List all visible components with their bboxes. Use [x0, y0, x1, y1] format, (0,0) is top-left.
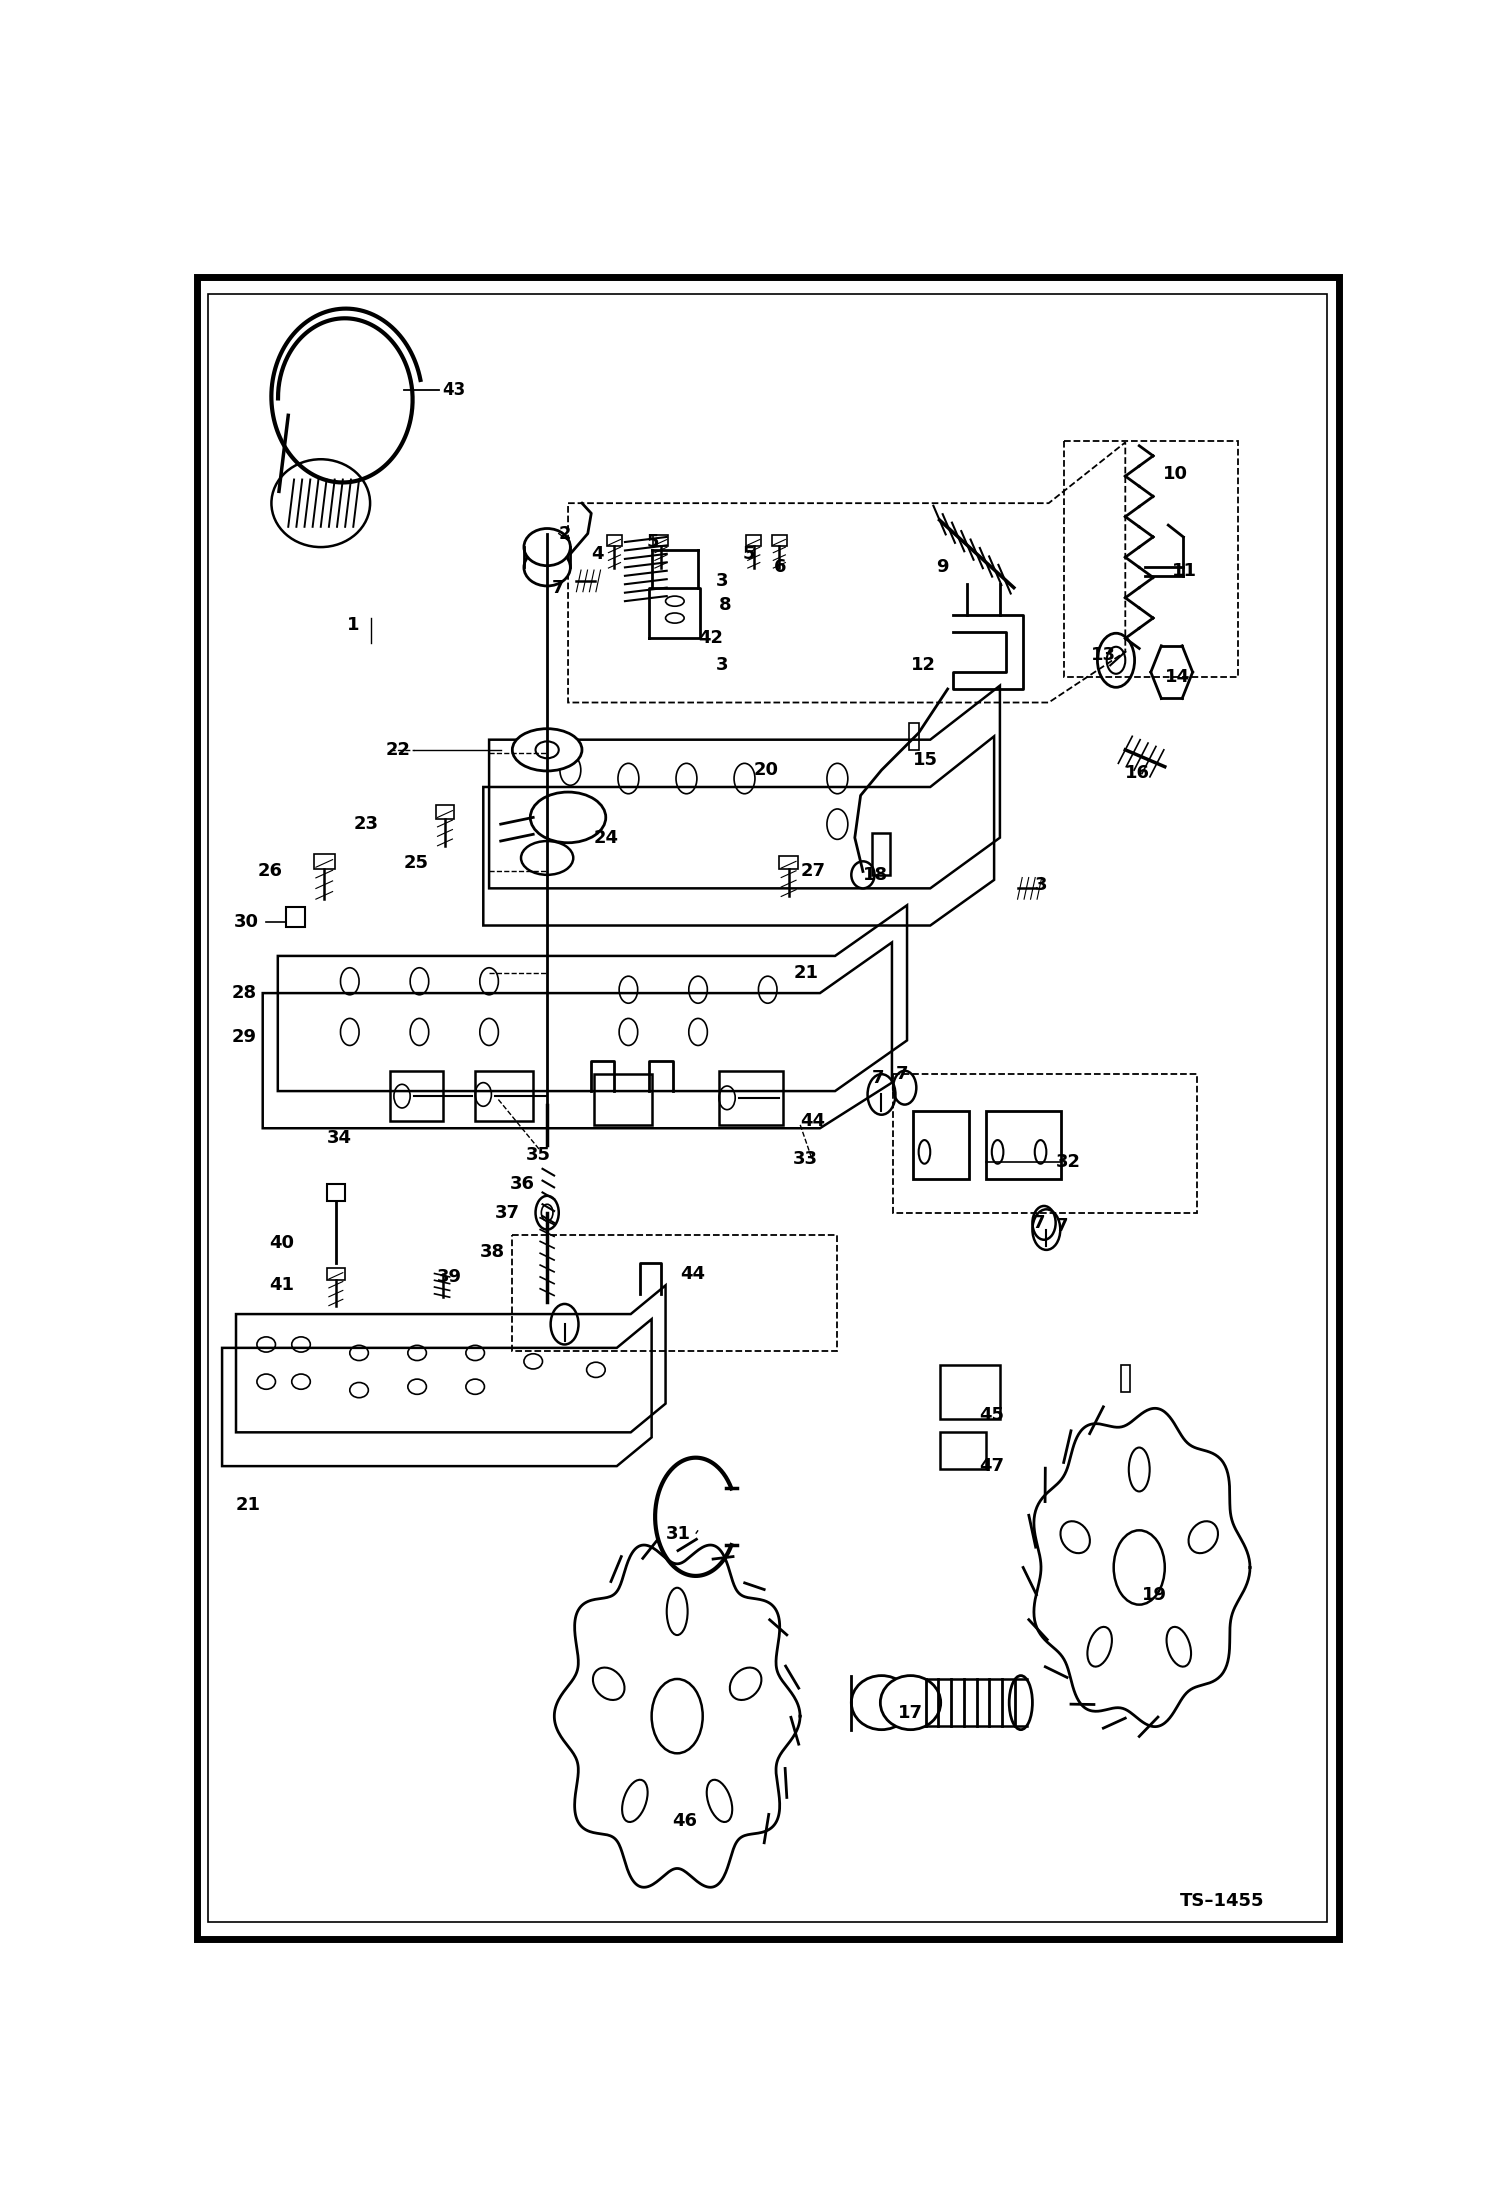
- Bar: [475, 1071, 533, 1121]
- Text: 43: 43: [443, 382, 466, 399]
- Text: 44: 44: [800, 1112, 825, 1130]
- Text: 28: 28: [232, 985, 258, 1003]
- Text: 3: 3: [1035, 875, 1047, 893]
- Bar: [327, 1268, 345, 1281]
- Text: 29: 29: [232, 1029, 258, 1047]
- Text: 4: 4: [592, 544, 604, 564]
- Text: 17: 17: [897, 1705, 923, 1722]
- Ellipse shape: [851, 862, 875, 889]
- Text: 21: 21: [237, 1496, 261, 1514]
- Ellipse shape: [881, 1676, 941, 1729]
- Bar: [912, 1112, 969, 1178]
- Bar: [593, 1075, 652, 1126]
- Bar: [327, 1185, 345, 1200]
- Text: 41: 41: [270, 1277, 294, 1294]
- Text: 20: 20: [753, 761, 779, 779]
- Bar: [1121, 1365, 1129, 1391]
- Ellipse shape: [524, 529, 571, 566]
- Text: 27: 27: [800, 862, 825, 880]
- Bar: [746, 535, 761, 546]
- Text: 35: 35: [526, 1145, 551, 1165]
- Text: 8: 8: [719, 595, 731, 614]
- Bar: [939, 1433, 986, 1470]
- Ellipse shape: [1010, 1676, 1032, 1729]
- Text: 45: 45: [980, 1406, 1004, 1424]
- Text: 19: 19: [1141, 1586, 1167, 1604]
- Text: 16: 16: [1125, 764, 1150, 783]
- Ellipse shape: [512, 728, 581, 770]
- Bar: [436, 805, 454, 818]
- Text: 44: 44: [680, 1264, 706, 1283]
- Text: 10: 10: [1162, 465, 1188, 483]
- Text: 46: 46: [673, 1812, 698, 1830]
- Text: 9: 9: [936, 557, 948, 577]
- Text: 7: 7: [872, 1068, 885, 1086]
- Bar: [719, 1071, 783, 1126]
- Text: 7: 7: [553, 579, 565, 597]
- Text: 26: 26: [258, 862, 283, 880]
- Text: 5: 5: [647, 533, 659, 551]
- Text: 36: 36: [509, 1176, 535, 1194]
- Bar: [286, 906, 304, 928]
- Ellipse shape: [851, 1676, 912, 1729]
- Text: 15: 15: [912, 750, 938, 768]
- Text: 37: 37: [494, 1205, 520, 1222]
- Text: 5: 5: [742, 544, 755, 564]
- Text: 22: 22: [385, 742, 410, 759]
- Ellipse shape: [530, 792, 605, 842]
- Text: 33: 33: [794, 1150, 818, 1167]
- Bar: [872, 832, 890, 875]
- Bar: [779, 856, 798, 869]
- Bar: [391, 1071, 443, 1121]
- Text: 6: 6: [773, 557, 786, 577]
- Text: 11: 11: [1171, 562, 1197, 579]
- Text: 34: 34: [327, 1130, 352, 1147]
- Ellipse shape: [521, 840, 574, 875]
- Bar: [607, 535, 622, 546]
- Bar: [909, 722, 918, 750]
- Bar: [313, 853, 334, 869]
- Text: 32: 32: [1056, 1154, 1080, 1172]
- Bar: [771, 535, 786, 546]
- Text: 14: 14: [1165, 669, 1189, 687]
- Text: 7: 7: [1032, 1213, 1046, 1231]
- Text: 39: 39: [437, 1268, 461, 1286]
- Text: 7: 7: [1056, 1218, 1068, 1235]
- Text: 47: 47: [980, 1457, 1004, 1474]
- Text: TS–1455: TS–1455: [1180, 1893, 1264, 1911]
- Text: 31: 31: [665, 1525, 691, 1542]
- Text: 23: 23: [354, 816, 379, 834]
- Text: 30: 30: [234, 913, 259, 930]
- Text: 42: 42: [698, 630, 724, 647]
- Text: 12: 12: [911, 656, 936, 674]
- Text: 38: 38: [479, 1242, 505, 1262]
- Ellipse shape: [535, 742, 559, 759]
- Text: 2: 2: [559, 524, 571, 542]
- Text: 1: 1: [346, 617, 360, 634]
- Text: 40: 40: [270, 1233, 294, 1253]
- Text: 24: 24: [593, 829, 619, 847]
- Bar: [653, 535, 668, 546]
- Text: 3: 3: [716, 573, 728, 590]
- Text: 25: 25: [404, 853, 428, 871]
- Text: 21: 21: [794, 963, 818, 983]
- Bar: [986, 1112, 1062, 1178]
- Text: 3: 3: [716, 656, 728, 674]
- Text: 18: 18: [863, 867, 888, 884]
- Text: 13: 13: [1091, 647, 1116, 665]
- Text: 7: 7: [896, 1064, 908, 1084]
- Bar: [939, 1365, 1001, 1420]
- Ellipse shape: [524, 548, 571, 586]
